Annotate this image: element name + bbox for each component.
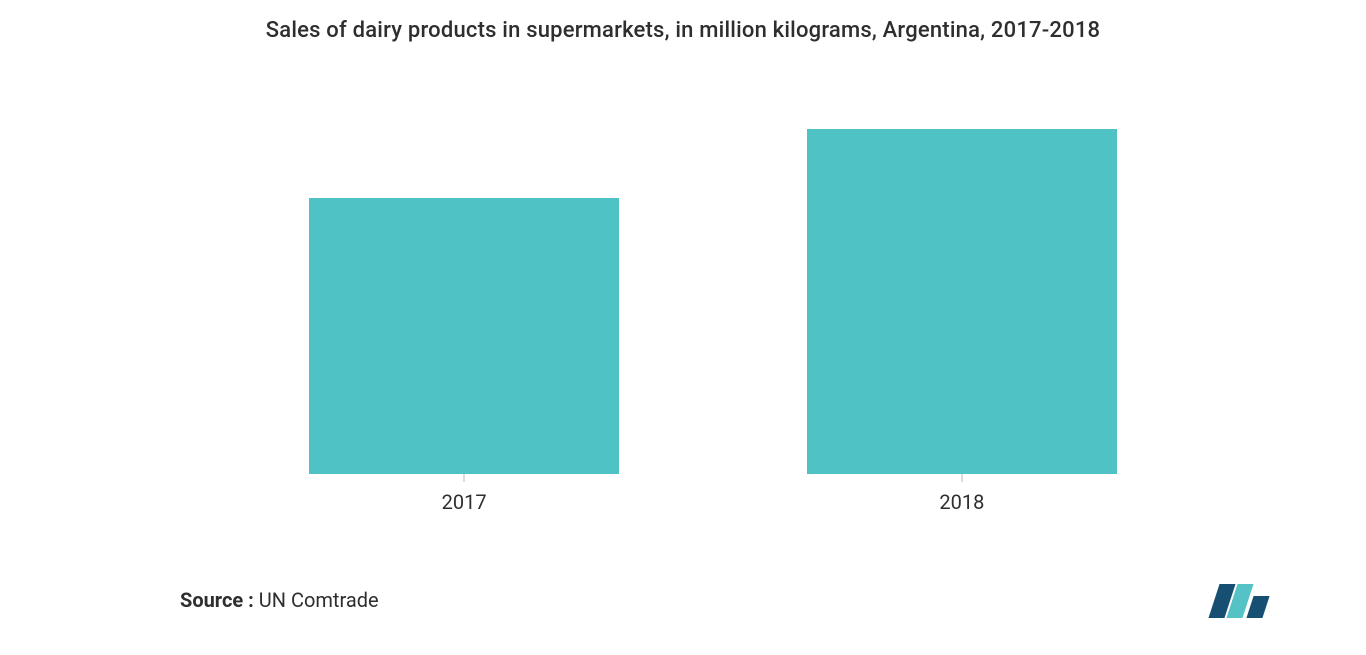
logo-bar-icon [1246, 596, 1269, 618]
tick-mark [961, 474, 962, 482]
chart-title: Sales of dairy products in supermarkets,… [0, 0, 1366, 43]
x-tick: 2017 [442, 474, 487, 514]
x-tick-label: 2018 [939, 490, 984, 514]
brand-logo [1214, 582, 1266, 618]
chart-footer: Source : UN Comtrade [180, 575, 1266, 625]
bar-plot [160, 60, 1266, 474]
source-label: Source : [180, 588, 254, 612]
chart-container: Sales of dairy products in supermarkets,… [0, 0, 1366, 655]
x-axis: 2017 2018 [160, 474, 1266, 514]
chart-plot-area: 20172018 [160, 60, 1266, 475]
x-tick: 2018 [939, 474, 984, 514]
bar [309, 198, 619, 474]
source-value: UN Comtrade [259, 588, 379, 612]
source-attribution: Source : UN Comtrade [180, 588, 379, 612]
x-tick-label: 2017 [442, 490, 487, 514]
bar [807, 129, 1117, 474]
tick-mark [464, 474, 465, 482]
